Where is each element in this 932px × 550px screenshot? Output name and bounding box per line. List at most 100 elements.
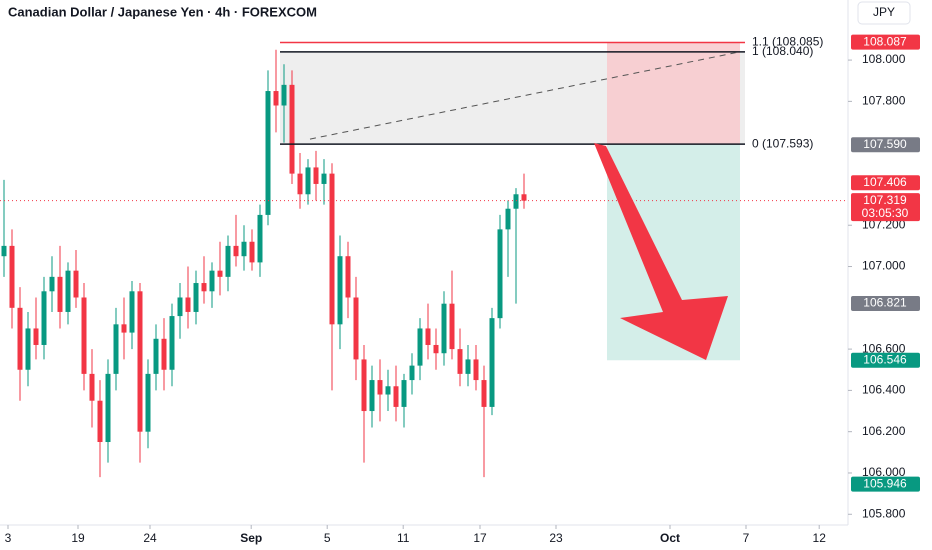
x-tick-label: Oct — [660, 531, 680, 545]
zones — [280, 42, 745, 361]
x-tick-label: 17 — [473, 531, 487, 545]
price-label-box — [851, 137, 920, 153]
price-label-box — [851, 175, 920, 191]
candle-body — [25, 328, 31, 370]
candle-body — [465, 359, 471, 374]
candle-body — [225, 245, 231, 277]
candle-body — [257, 214, 263, 263]
candle-body — [73, 270, 79, 298]
candle-body — [89, 373, 95, 401]
candle-body — [145, 373, 151, 432]
fib-label: 0 (107.593) — [752, 136, 813, 150]
candle-body — [345, 256, 351, 298]
price-label-box — [851, 193, 920, 222]
candle-body — [209, 270, 215, 292]
candle-body — [361, 359, 367, 412]
price-label: 107.406 — [863, 175, 907, 189]
candle-body — [121, 324, 127, 333]
y-tick-label: 106.600 — [862, 341, 906, 355]
x-tick-label: 19 — [71, 531, 85, 545]
candle-body — [321, 173, 327, 184]
candle-body — [433, 344, 439, 354]
y-tick-label: 105.800 — [862, 506, 906, 520]
chart-title: Canadian Dollar / Japanese Yen · 4h · FO… — [8, 4, 317, 19]
price-label: 107.590 — [863, 137, 907, 151]
candle-body — [401, 380, 407, 407]
position-zone — [607, 42, 740, 145]
candle-body — [481, 380, 487, 407]
candle-body — [9, 245, 15, 308]
candle-body — [521, 194, 527, 201]
candle-body — [441, 303, 447, 354]
candle-body — [497, 229, 503, 319]
fib-label: 1 (108.040) — [752, 44, 813, 58]
fib-label: 1.1 (108.085) — [752, 35, 823, 49]
candle-body — [489, 318, 495, 407]
candle-body — [193, 283, 199, 312]
candle-body — [113, 324, 119, 374]
countdown: 03:05:30 — [862, 206, 909, 220]
candle-body — [65, 270, 71, 312]
candle-body — [17, 307, 23, 370]
currency-box[interactable] — [857, 1, 911, 25]
candle-body — [97, 400, 103, 443]
price-label: 106.546 — [863, 352, 907, 366]
candle-body — [49, 276, 55, 292]
y-tick-label: 106.200 — [862, 424, 906, 438]
candle-body — [473, 359, 479, 381]
candle-body — [425, 328, 431, 345]
candle-body — [265, 91, 271, 215]
price-label-box — [851, 295, 920, 311]
candle-body — [249, 241, 255, 263]
x-tick-label: 24 — [143, 531, 157, 545]
candle-body — [313, 167, 319, 184]
candle-body — [417, 328, 423, 366]
candle-body — [281, 84, 287, 106]
candle-body — [241, 241, 247, 257]
candle-body — [305, 167, 311, 195]
x-tick-label: 12 — [813, 531, 827, 545]
y-tick-label: 107.800 — [862, 94, 906, 108]
candle-body — [217, 270, 223, 277]
price-axis-bg — [848, 0, 932, 550]
candle-body — [185, 297, 191, 312]
y-tick-label: 108.000 — [862, 52, 906, 66]
candle-body — [233, 245, 239, 257]
candle-body — [353, 297, 359, 360]
candle-body — [409, 365, 415, 381]
candle-body — [129, 291, 135, 333]
candle-body — [457, 349, 463, 374]
y-tick-label: 107.000 — [862, 259, 906, 273]
candle-body — [449, 303, 455, 350]
candle-body — [161, 338, 167, 370]
candle-body — [1, 245, 7, 257]
candle-body — [369, 380, 375, 412]
candle-body — [177, 297, 183, 317]
price-label: 108.087 — [863, 34, 907, 48]
candle-body — [81, 297, 87, 374]
price-label: 106.821 — [863, 296, 907, 310]
candle-body — [385, 386, 391, 395]
candle-body — [513, 194, 519, 209]
x-tick-label: Sep — [240, 531, 262, 545]
y-tick-label: 106.000 — [862, 465, 906, 479]
trend-dash — [309, 51, 741, 140]
candle-body — [137, 291, 143, 432]
candle-body — [33, 328, 39, 345]
x-tick-label: 23 — [549, 531, 563, 545]
candle-body — [329, 173, 335, 325]
candle-body — [337, 256, 343, 325]
candle-body — [377, 380, 383, 395]
y-tick-label: 106.400 — [862, 383, 906, 397]
x-tick-label: 3 — [5, 531, 12, 545]
candle-body — [201, 283, 207, 292]
x-tick-label: 7 — [743, 531, 750, 545]
currency[interactable]: JPY — [873, 5, 895, 19]
price-label-box — [851, 34, 920, 50]
x-tick-label: 11 — [397, 531, 410, 545]
candle-body — [297, 173, 303, 195]
arrow — [594, 143, 728, 360]
candle-body — [289, 84, 295, 174]
candle-body — [393, 386, 399, 407]
